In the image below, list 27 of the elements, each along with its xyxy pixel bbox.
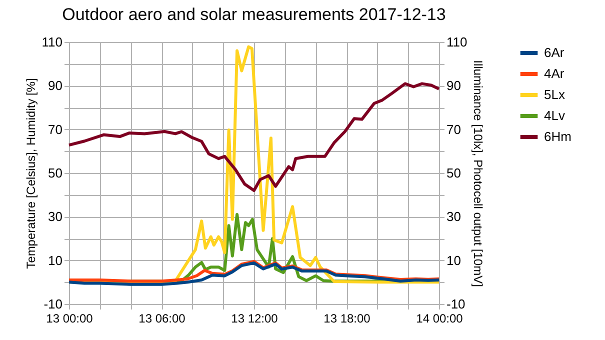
y2-tick-label: 110	[446, 34, 468, 50]
chart-title: Outdoor aero and solar measurements 2017-12-13	[62, 5, 446, 24]
y-tick-label: 110	[42, 34, 62, 50]
legend-label: 5Lx	[544, 87, 566, 102]
y-tick-label: -10	[44, 296, 62, 312]
x-tick-label: 13 00:00	[46, 312, 94, 326]
y-tick-label: 50	[48, 166, 62, 180]
y2-tick-label: -10	[446, 296, 466, 312]
x-tick-label: 14 00:00	[416, 312, 464, 326]
legend-label: 4Lv	[544, 108, 566, 123]
y2-tick-label: 90	[446, 78, 461, 94]
legend-label: 4Ar	[544, 66, 565, 81]
y2-tick-label: 10	[446, 252, 461, 268]
y-tick-label: 30	[48, 209, 62, 224]
y-tick-label: 70	[48, 122, 62, 137]
y2-tick-label: 30	[446, 209, 461, 224]
y-axis-title: Temperature [Celsius], Humidity [%]	[24, 78, 38, 269]
y2-axis-title: Illuminance [10lx], Photocell output [10mV]	[471, 60, 486, 287]
y-tick-label: 10	[48, 252, 62, 268]
y2-tick-label: 50	[446, 166, 461, 180]
x-tick-label: 13 06:00	[138, 312, 186, 326]
legend-label: 6Ar	[544, 45, 565, 60]
y2-tick-label: 70	[446, 122, 461, 137]
legend-label: 6Hm	[544, 129, 572, 144]
x-tick-label: 13 18:00	[324, 312, 371, 326]
x-tick-label: 13 12:00	[231, 312, 278, 326]
y-tick-label: 90	[48, 78, 62, 94]
